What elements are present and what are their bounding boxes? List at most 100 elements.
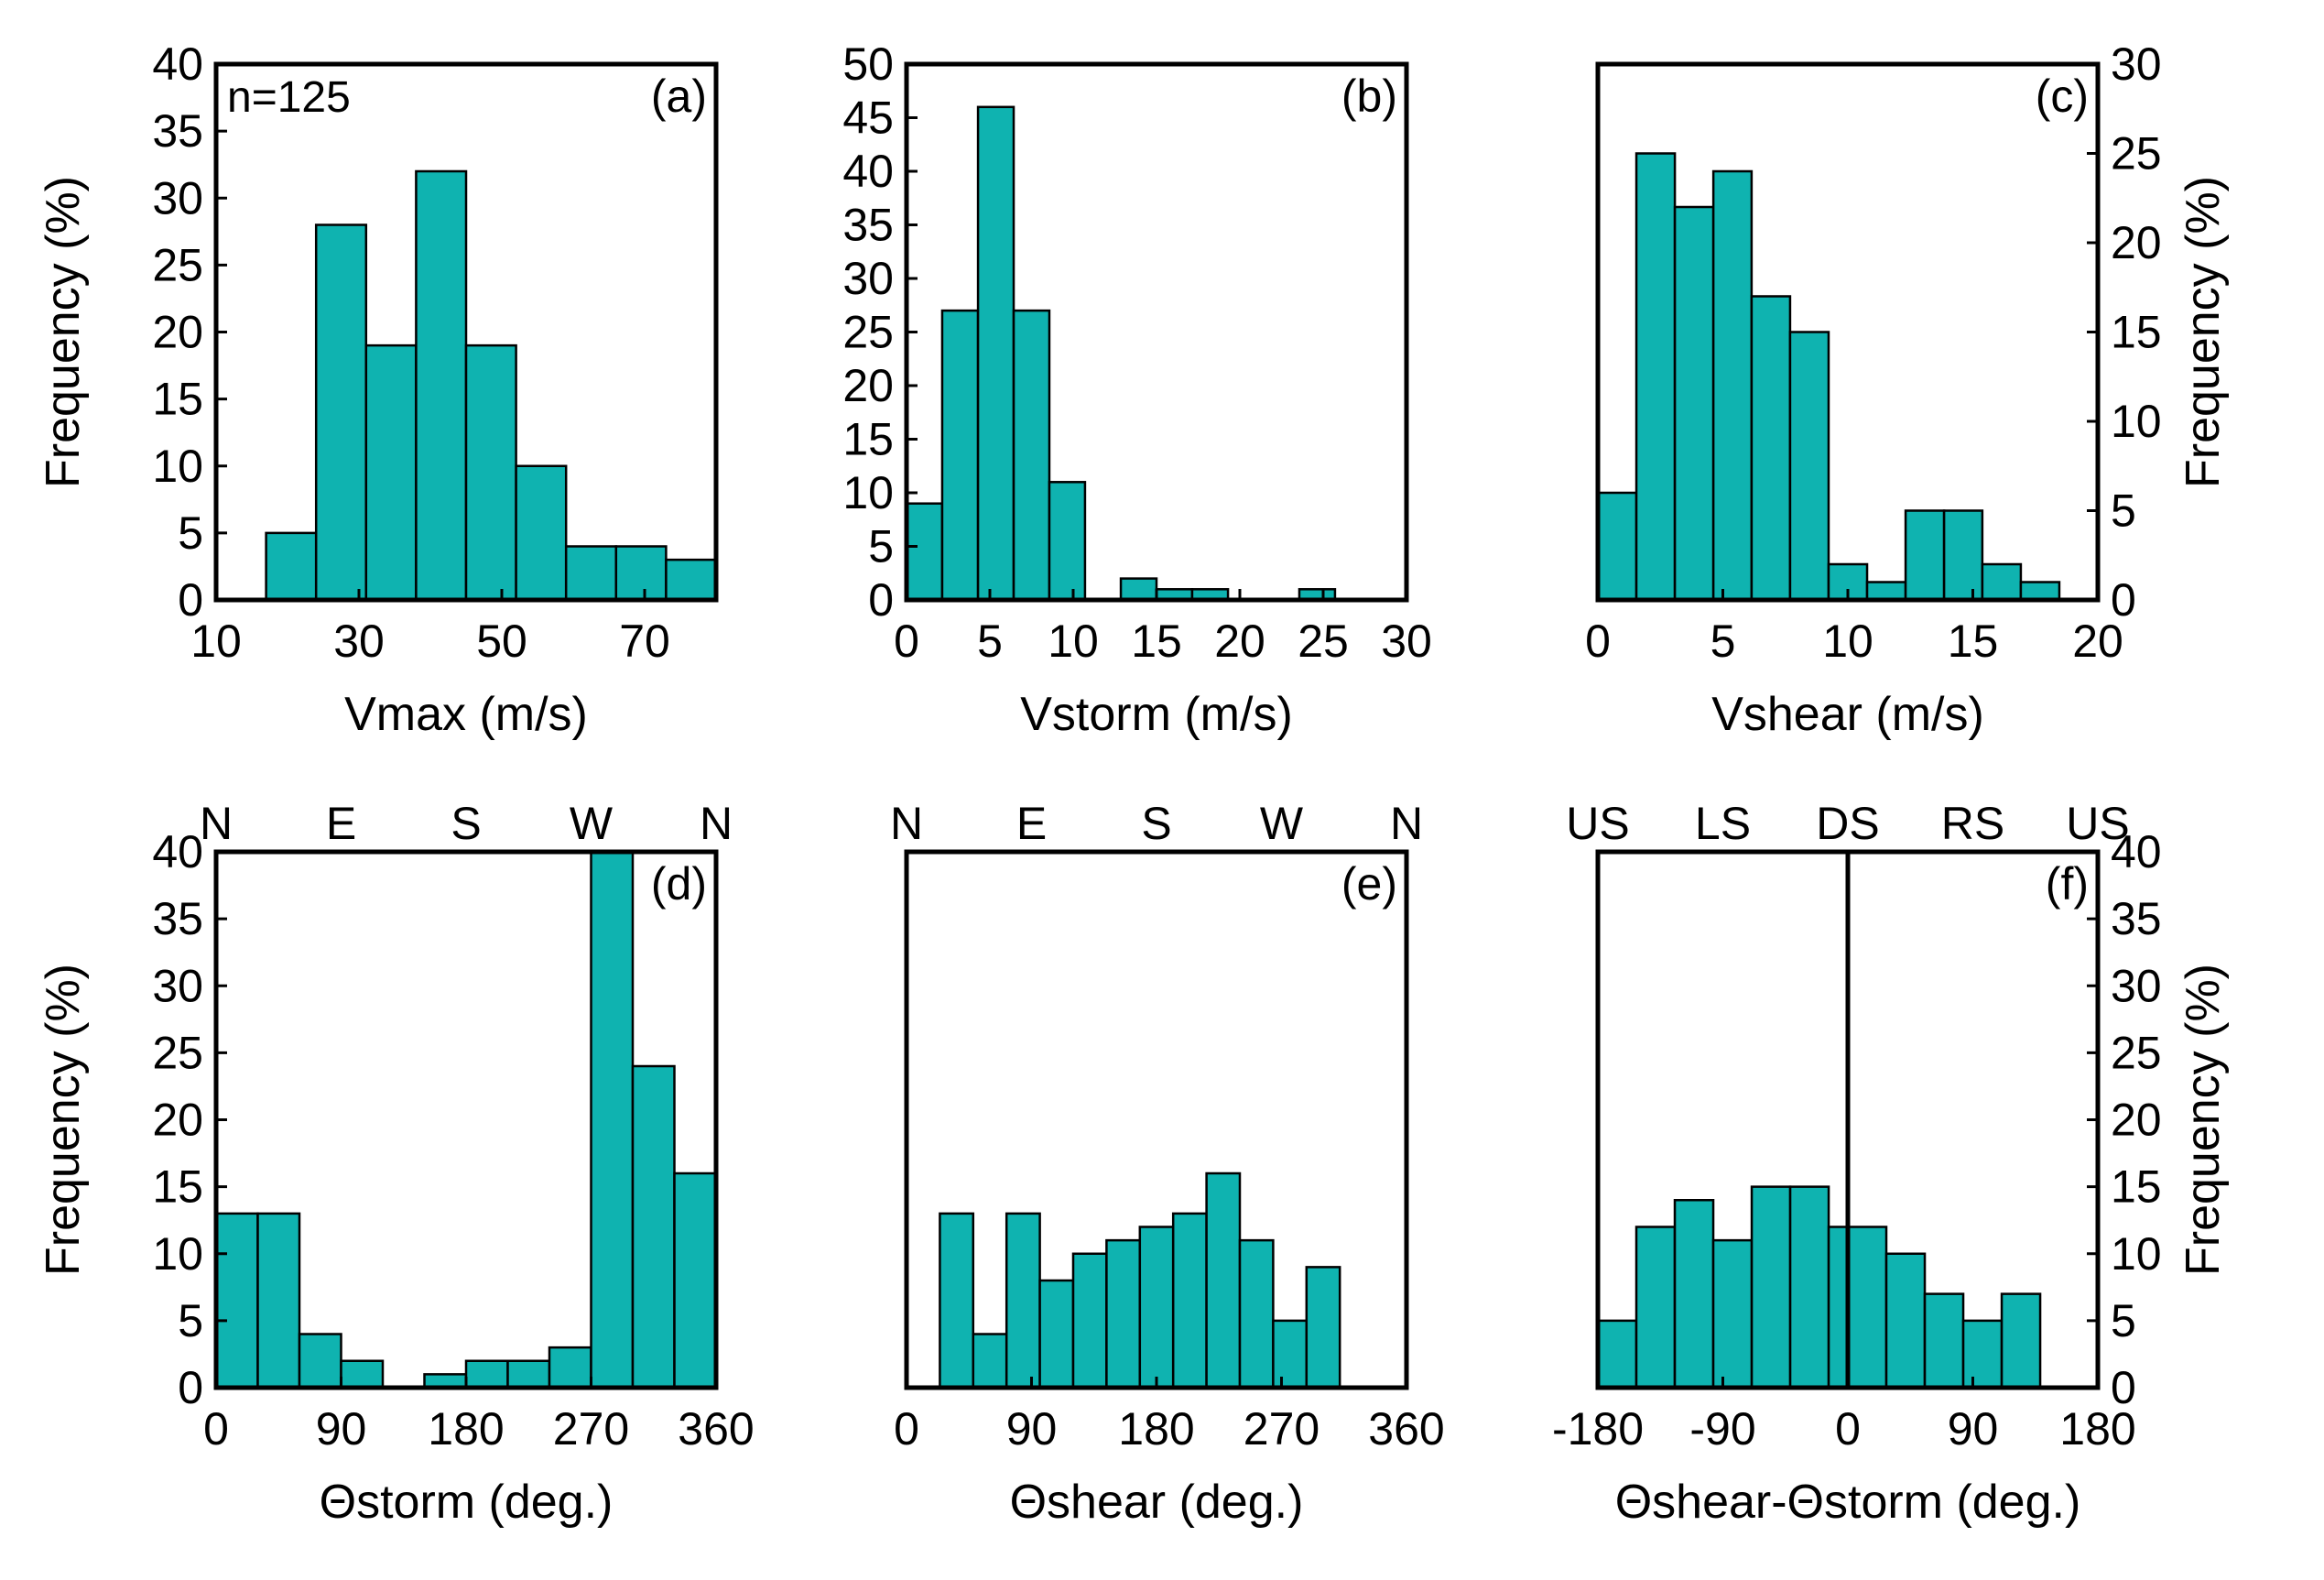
bar-d-11 (673, 1171, 718, 1389)
panel-label-d: (d) (651, 858, 707, 910)
y-tick-label-d-8: 40 (152, 826, 203, 877)
y-tick-label-b-10: 50 (842, 38, 894, 90)
panel-label-f: (f) (2046, 858, 2089, 910)
y-tick-label-d-2: 10 (152, 1228, 203, 1280)
bar-b-0 (905, 502, 944, 602)
x-tick-label-b-0: 0 (894, 616, 919, 667)
bar-c-5 (1788, 331, 1830, 602)
bar-b-6 (1119, 577, 1158, 602)
x-tick-label-a-3: 70 (619, 616, 670, 667)
top-direction-label-d-2: S (451, 798, 481, 849)
bar-f-11 (2000, 1292, 2042, 1389)
x-axis-title-d: Θstorm (deg.) (320, 1476, 614, 1529)
y-tick-label-b-4: 20 (842, 360, 894, 411)
top-direction-label-d-1: E (326, 798, 356, 849)
top-direction-label-f-2: DS (1816, 798, 1879, 849)
top-direction-label-e-4: N (1390, 798, 1423, 849)
y-tick-label-b-6: 30 (842, 253, 894, 304)
y-tick-label-a-3: 15 (152, 374, 203, 425)
bar-d-8 (548, 1346, 592, 1389)
y-tick-label-a-6: 30 (152, 172, 203, 223)
y-axis-title-d: Frequency (%) (37, 964, 90, 1276)
panel-d: 0 90 180 270 360 0 5 10 15 20 25 30 35 40 Θstorm (deg.… (37, 798, 755, 1529)
x-tick-label-c-3: 15 (1948, 616, 1999, 667)
bar-f-2 (1673, 1199, 1715, 1389)
y-tick-label-a-1: 5 (178, 507, 203, 559)
x-tick-label-d-4: 360 (678, 1403, 754, 1455)
y-tick-label-b-0: 0 (868, 574, 894, 626)
y-tick-label-c-1: 5 (2111, 485, 2136, 537)
panel-label-e: (e) (1341, 858, 1397, 910)
x-tick-label-f-2: 0 (1835, 1403, 1861, 1455)
x-axis-title-b: Vstorm (m/s) (1020, 688, 1293, 741)
panel-label-a: (a) (651, 71, 707, 122)
y-tick-label-f-1: 5 (2111, 1295, 2136, 1346)
bar-c-0 (1596, 491, 1638, 602)
y-tick-label-a-5: 25 (152, 239, 203, 290)
x-tick-label-b-6: 30 (1381, 616, 1432, 667)
bar-d-2 (298, 1333, 342, 1389)
bar-a-6 (515, 464, 568, 602)
y-tick-label-c-3: 15 (2111, 307, 2162, 358)
y-tick-label-d-7: 35 (152, 893, 203, 944)
y-tick-label-f-3: 15 (2111, 1161, 2162, 1213)
bar-f-5 (1788, 1185, 1830, 1389)
bar-e-6 (1105, 1238, 1142, 1389)
x-tick-label-f-4: 180 (2059, 1403, 2135, 1455)
x-tick-label-d-0: 0 (203, 1403, 229, 1455)
y-axis-title-a: Frequency (%) (37, 176, 90, 488)
top-direction-label-e-0: N (890, 798, 923, 849)
panel-f: -180 -90 0 90 1800510152025303540Θshear-Θsto… (1552, 798, 2230, 1529)
bar-a-8 (614, 545, 668, 602)
y-tick-label-c-5: 25 (2111, 128, 2162, 180)
x-tick-label-d-1: 90 (316, 1403, 367, 1455)
bar-e-11 (1272, 1319, 1309, 1389)
x-tick-label-e-0: 0 (894, 1403, 919, 1455)
y-tick-label-d-0: 0 (178, 1362, 203, 1413)
bar-e-2 (972, 1333, 1008, 1389)
bar-d-1 (256, 1212, 301, 1389)
bar-a-1 (265, 531, 318, 602)
x-tick-label-b-3: 15 (1131, 616, 1182, 667)
y-tick-label-b-9: 45 (842, 93, 894, 144)
bar-c-4 (1750, 295, 1792, 602)
panel-label-c: (c) (2036, 71, 2089, 122)
x-tick-label-d-2: 180 (428, 1403, 504, 1455)
bar-b-2 (976, 105, 1015, 602)
panel-a: 10 30 50 70 0 5 10 15 20 25 30 35 40 Vmax (m/s) Freque… (37, 38, 719, 741)
bar-f-0 (1596, 1319, 1638, 1389)
x-tick-label-e-4: 360 (1368, 1403, 1444, 1455)
x-tick-label-b-4: 20 (1214, 616, 1265, 667)
x-tick-label-f-0: -180 (1552, 1403, 1644, 1455)
x-tick-label-c-1: 5 (1710, 616, 1736, 667)
bar-d-0 (214, 1212, 259, 1389)
bar-c-7 (1865, 581, 1907, 602)
bar-a-7 (564, 545, 618, 602)
bar-e-10 (1238, 1238, 1275, 1389)
y-tick-label-f-0: 0 (2111, 1362, 2136, 1413)
x-tick-label-e-1: 90 (1006, 1403, 1058, 1455)
y-axis-title-f: Frequency (%) (2177, 964, 2230, 1276)
y-tick-label-a-7: 35 (152, 105, 203, 157)
y-tick-label-b-2: 10 (842, 467, 894, 518)
bar-e-1 (939, 1212, 975, 1389)
y-tick-label-d-5: 25 (152, 1027, 203, 1078)
y-tick-label-a-4: 20 (152, 307, 203, 358)
y-axis-title-c: Frequency (%) (2177, 176, 2230, 488)
bar-c-8 (1904, 509, 1946, 602)
y-tick-label-a-2: 10 (152, 441, 203, 492)
bar-f-1 (1634, 1226, 1677, 1389)
y-tick-label-b-3: 15 (842, 414, 894, 465)
y-tick-label-d-6: 30 (152, 960, 203, 1011)
top-direction-label-d-4: N (700, 798, 733, 849)
x-tick-label-b-1: 5 (977, 616, 1003, 667)
bar-f-4 (1750, 1185, 1792, 1389)
x-tick-label-f-1: -90 (1689, 1403, 1755, 1455)
y-tick-label-f-6: 30 (2111, 960, 2162, 1011)
bar-a-4 (415, 169, 468, 602)
y-tick-label-f-5: 25 (2111, 1027, 2162, 1078)
x-tick-label-a-2: 50 (476, 616, 527, 667)
